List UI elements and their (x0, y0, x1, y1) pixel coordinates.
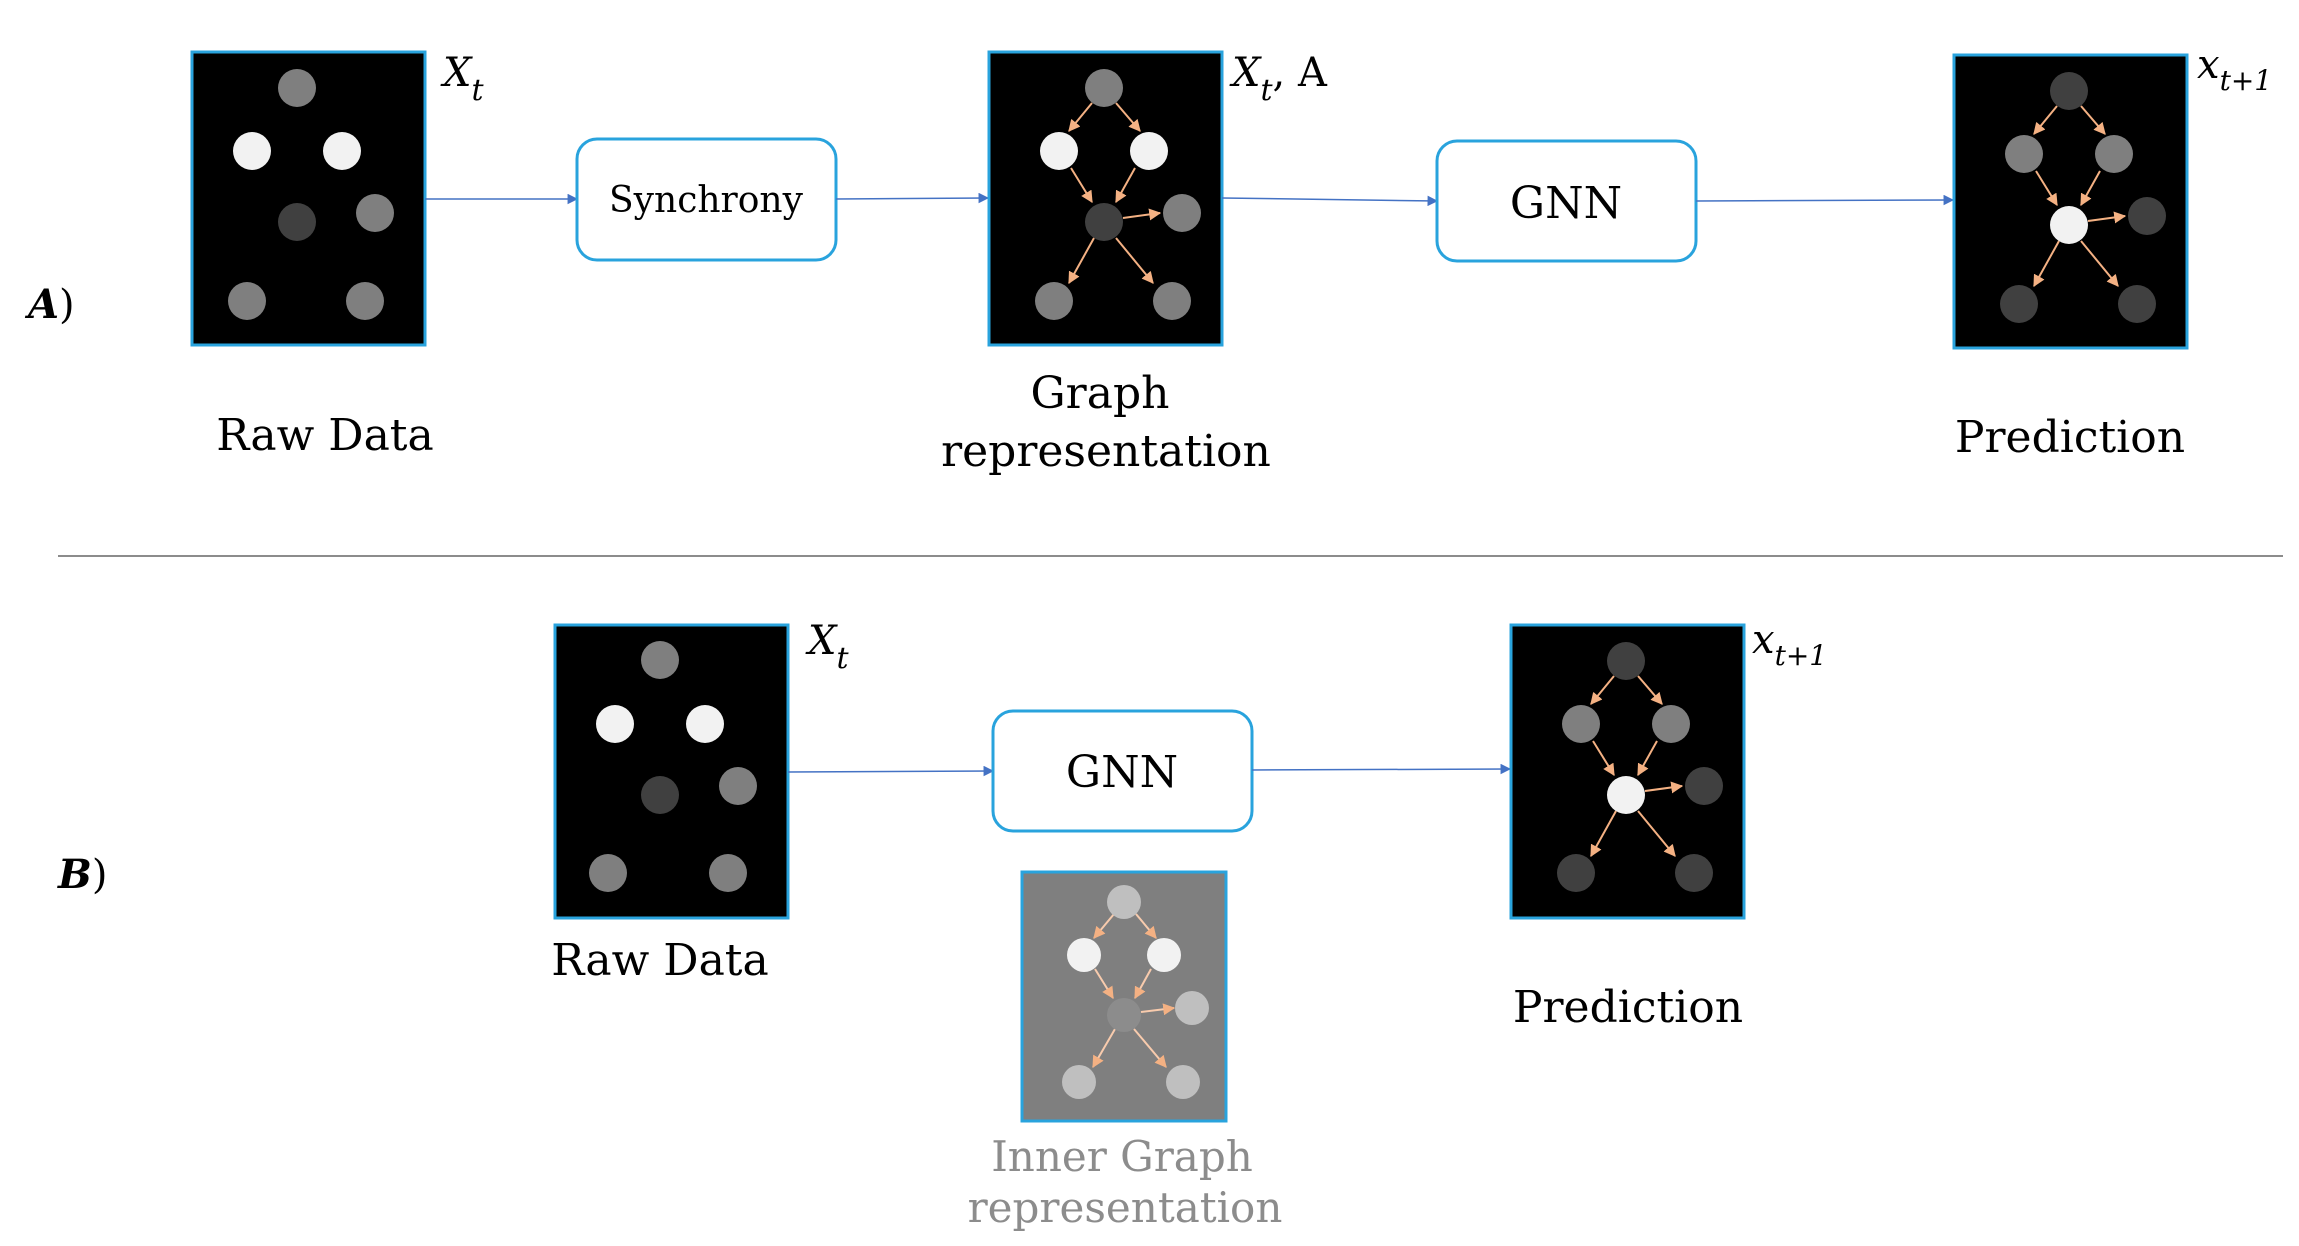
node (709, 854, 747, 892)
prediction-label-a: Prediction (1955, 412, 2185, 463)
graph-panel-a (987, 50, 1224, 347)
node (1035, 282, 1073, 320)
arrow-graph-to-gnn-a (1221, 195, 1439, 207)
gnn-label-a: GNN (1510, 178, 1622, 229)
inner-graph-label-line2: representation (968, 1183, 1283, 1232)
raw-data-label-a: Raw Data (216, 410, 433, 461)
node (228, 282, 266, 320)
arrow-gnn-to-prediction-a (1695, 194, 1955, 206)
node (1175, 991, 1209, 1025)
arrow-synchrony-to-graph (835, 192, 990, 204)
node (2000, 285, 2038, 323)
node (589, 854, 627, 892)
arrow-raw-to-gnn-b (787, 765, 995, 777)
node (1040, 132, 1078, 170)
gnn-label-b: GNN (1066, 747, 1178, 798)
node (719, 767, 757, 805)
arrow-gnn-to-prediction-b (1251, 763, 1512, 775)
graph-symbol-a: Xt, A (1229, 50, 1328, 108)
prediction-symbol-a: xt+1 (2197, 42, 2272, 97)
node (233, 132, 271, 170)
node (1562, 705, 1600, 743)
node (1557, 854, 1595, 892)
raw-data-symbol-a: Xt (440, 50, 484, 108)
prediction-panel-b (1509, 623, 1746, 920)
node (641, 776, 679, 814)
node (686, 705, 724, 743)
node (2050, 72, 2088, 110)
inner-graph-panel (1020, 870, 1228, 1123)
node (1062, 1065, 1096, 1099)
node (641, 641, 679, 679)
row-a-tag: A) (24, 281, 75, 328)
node (2128, 197, 2166, 235)
raw-data-panel-a (190, 50, 427, 347)
node (2095, 135, 2133, 173)
prediction-panel-a (1952, 53, 2189, 350)
graph-label-line1-a: Graph (1031, 368, 1170, 419)
raw-data-label-b: Raw Data (551, 935, 768, 986)
node (346, 282, 384, 320)
node (278, 203, 316, 241)
node (1107, 998, 1141, 1032)
raw-data-symbol-b: Xt (805, 618, 849, 676)
node (2005, 135, 2043, 173)
node (1130, 132, 1168, 170)
node (323, 132, 361, 170)
node (1153, 282, 1191, 320)
node (1085, 69, 1123, 107)
synchrony-label: Synchrony (609, 180, 804, 221)
node (1607, 642, 1645, 680)
raw-data-panel-b (553, 623, 790, 920)
node (1147, 938, 1181, 972)
gnn-box-b (991, 709, 1254, 833)
row-b-tag: B) (57, 851, 107, 898)
node (278, 69, 316, 107)
prediction-symbol-b: xt+1 (1752, 617, 1827, 672)
graph-label-line2-a: representation (941, 426, 1271, 477)
node (1166, 1065, 1200, 1099)
node (1675, 854, 1713, 892)
node (596, 705, 634, 743)
node (2050, 206, 2088, 244)
node (1107, 885, 1141, 919)
synchrony-box (575, 137, 838, 262)
node (1067, 938, 1101, 972)
node (1652, 705, 1690, 743)
node (1163, 194, 1201, 232)
prediction-label-b: Prediction (1513, 982, 1743, 1033)
node (1085, 203, 1123, 241)
node (1607, 776, 1645, 814)
inner-graph-label-line1: Inner Graph (991, 1132, 1253, 1181)
node (1685, 767, 1723, 805)
node (356, 194, 394, 232)
node (2118, 285, 2156, 323)
